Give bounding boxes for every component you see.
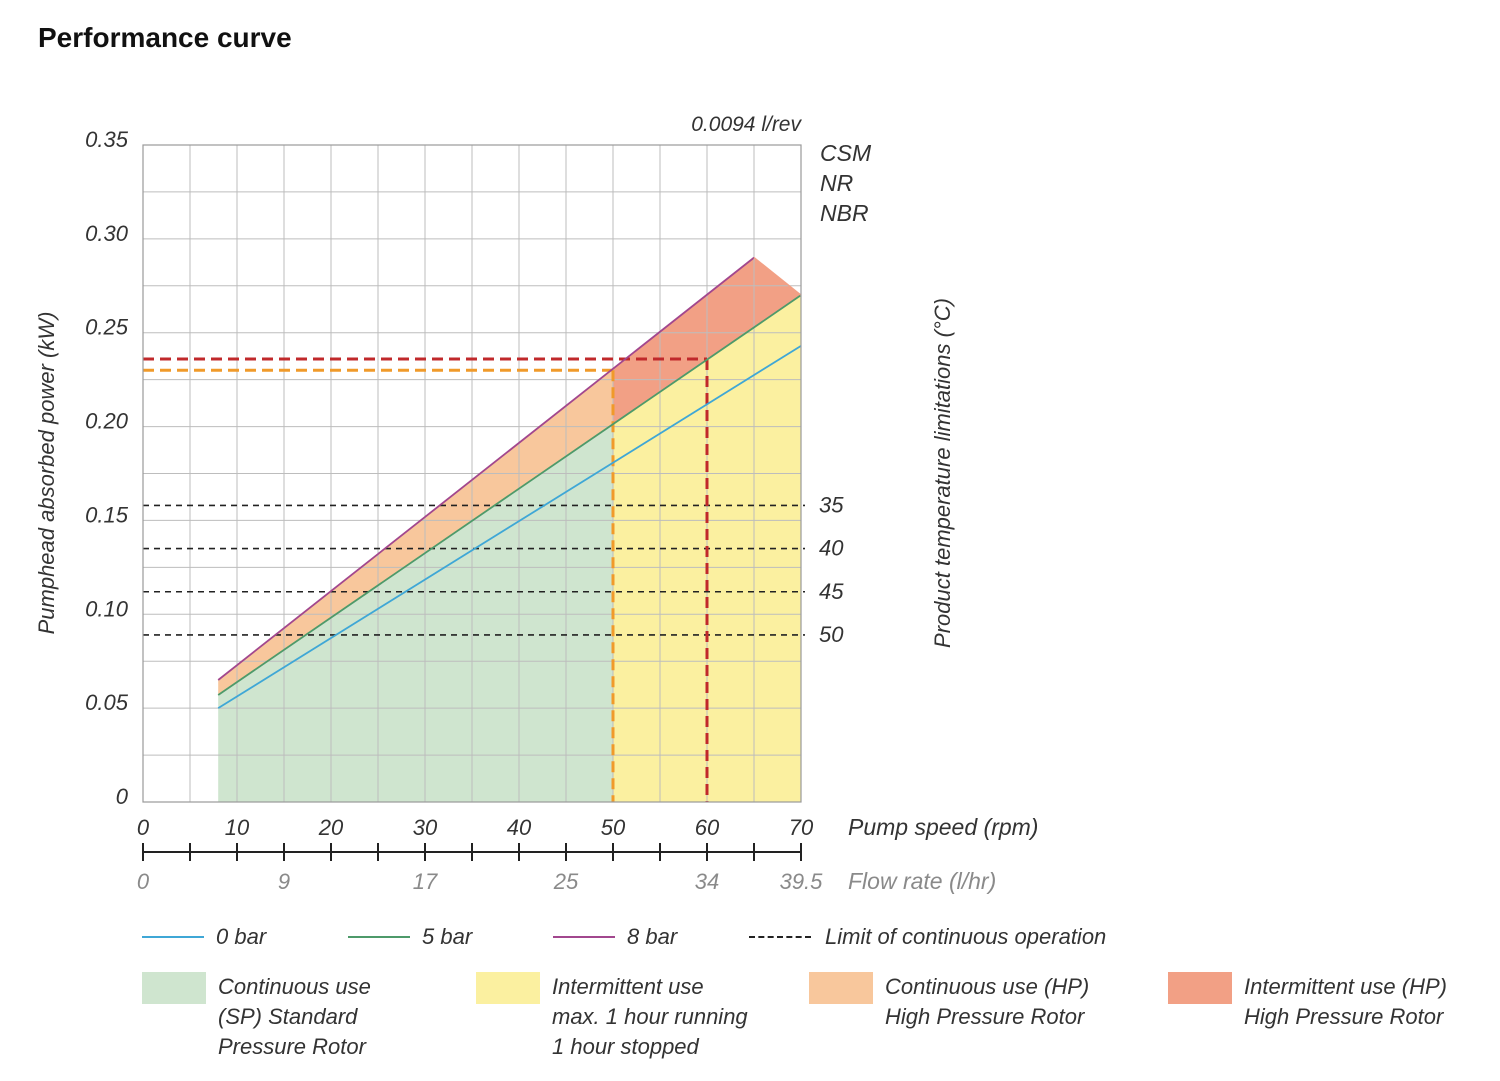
page-title: Performance curve: [38, 22, 292, 53]
legend-item-0bar: 0 bar: [142, 922, 266, 952]
legend-label: Intermittent use: [552, 974, 704, 999]
legend-label: (SP) Standard: [218, 1004, 358, 1029]
y2-axis-label: Product temperature limitations (°C): [930, 298, 955, 648]
legend-item-limit: Limit of continuous operation: [749, 922, 1106, 952]
series-line-8-bar: [217, 256, 755, 681]
x-tick-label: 30: [413, 815, 438, 840]
x-tick-label: 60: [695, 815, 720, 840]
legend-item-continuous-hp: Continuous use (HP) High Pressure Rotor: [809, 972, 1089, 1032]
flow-tick-label: 25: [553, 869, 579, 894]
temperature-label: 40: [819, 536, 844, 561]
legend-swatch-8bar: [553, 936, 615, 938]
x-tick-label: 0: [137, 815, 150, 840]
legend-label: Limit of continuous operation: [825, 924, 1107, 949]
x-axis-label: Pump speed (rpm): [848, 814, 1038, 840]
legend-swatch-continuous-sp: [142, 972, 206, 1004]
legend-label: 8 bar: [627, 924, 678, 949]
legend-swatch-continuous-hp: [809, 972, 873, 1004]
legend-item-5bar: 5 bar: [348, 922, 472, 952]
y-tick-label: 0: [116, 784, 129, 809]
flow-axis-label: Flow rate (l/hr): [848, 868, 996, 894]
plot-frame: [142, 144, 802, 803]
legend-swatch-intermittent-hp: [1168, 972, 1232, 1004]
hp-envelope-line: [753, 257, 802, 296]
x-tick-label: 10: [225, 815, 250, 840]
flow-tick-label: 17: [413, 869, 438, 894]
legend-label: 0 bar: [216, 924, 267, 949]
series-line-5-bar: [217, 294, 802, 696]
x-tick-label: 50: [601, 815, 626, 840]
chart-labels: 35 40 45 50 0 0.05 0.10 0.15 0.20 0.25 0.30 0.35 0 10…: [34, 113, 1038, 894]
legend-item-continuous-sp: Continuous use (SP) Standard Pressure Ro…: [142, 972, 371, 1062]
flow-tick-label: 9: [278, 869, 290, 894]
temperature-label: 45: [819, 579, 844, 604]
legend-label: max. 1 hour running: [552, 1004, 748, 1029]
chart-series: [217, 256, 802, 709]
legend-item-intermittent-hp: Intermittent use (HP) High Pressure Roto…: [1168, 972, 1447, 1032]
y-axis-label: Pumphead absorbed power (kW): [34, 312, 59, 635]
legend-label: 1 hour stopped: [552, 1034, 699, 1059]
y-tick-label: 0.20: [85, 409, 129, 434]
chart-areas: [218, 257, 801, 802]
temperature-label: 50: [819, 622, 844, 647]
legend-item-intermittent: Intermittent use max. 1 hour running 1 h…: [476, 972, 748, 1062]
y-tick-label: 0.30: [85, 221, 129, 246]
displacement-label: 0.0094 l/rev: [691, 113, 802, 136]
legend-label: Continuous use (HP): [885, 974, 1090, 999]
y-tick-label: 0.15: [85, 502, 129, 527]
chart-grid: [142, 144, 802, 803]
flow-tick-label: 0: [137, 869, 150, 894]
x-tick-label: 20: [318, 815, 344, 840]
flow-tick-label: 34: [695, 869, 719, 894]
temperature-label: 35: [819, 492, 844, 517]
legend-label: 5 bar: [422, 924, 473, 949]
legend-label: Continuous use: [218, 974, 371, 999]
legend-swatch-intermittent: [476, 972, 540, 1004]
material-label: NBR: [820, 200, 869, 226]
chart-limit-lines: [143, 357, 805, 802]
legend-label: High Pressure Rotor: [885, 1004, 1085, 1029]
y-tick-label: 0.35: [85, 127, 129, 152]
y-tick-label: 0.05: [85, 690, 129, 715]
legend-label: Pressure Rotor: [218, 1034, 366, 1059]
legend-label: High Pressure Rotor: [1244, 1004, 1444, 1029]
x-tick-label: 40: [507, 815, 532, 840]
legend-item-8bar: 8 bar: [553, 922, 677, 952]
legend-swatch-5bar: [348, 936, 410, 938]
x-tick-label: 70: [789, 815, 814, 840]
legend-label: Intermittent use (HP): [1244, 974, 1447, 999]
material-label: NR: [820, 170, 853, 196]
legend-swatch-0bar: [142, 936, 204, 938]
area-continuous-sp: [218, 424, 613, 802]
chart-axes: [142, 144, 802, 861]
series-line-0-bar: [217, 345, 802, 709]
material-label: CSM: [820, 140, 872, 166]
y-tick-label: 0.10: [85, 596, 129, 621]
flow-tick-label: 39.5: [780, 869, 824, 894]
y-tick-label: 0.25: [85, 315, 129, 340]
area-continuous-hp: [218, 368, 613, 695]
legend-swatch-limit: [749, 936, 811, 938]
